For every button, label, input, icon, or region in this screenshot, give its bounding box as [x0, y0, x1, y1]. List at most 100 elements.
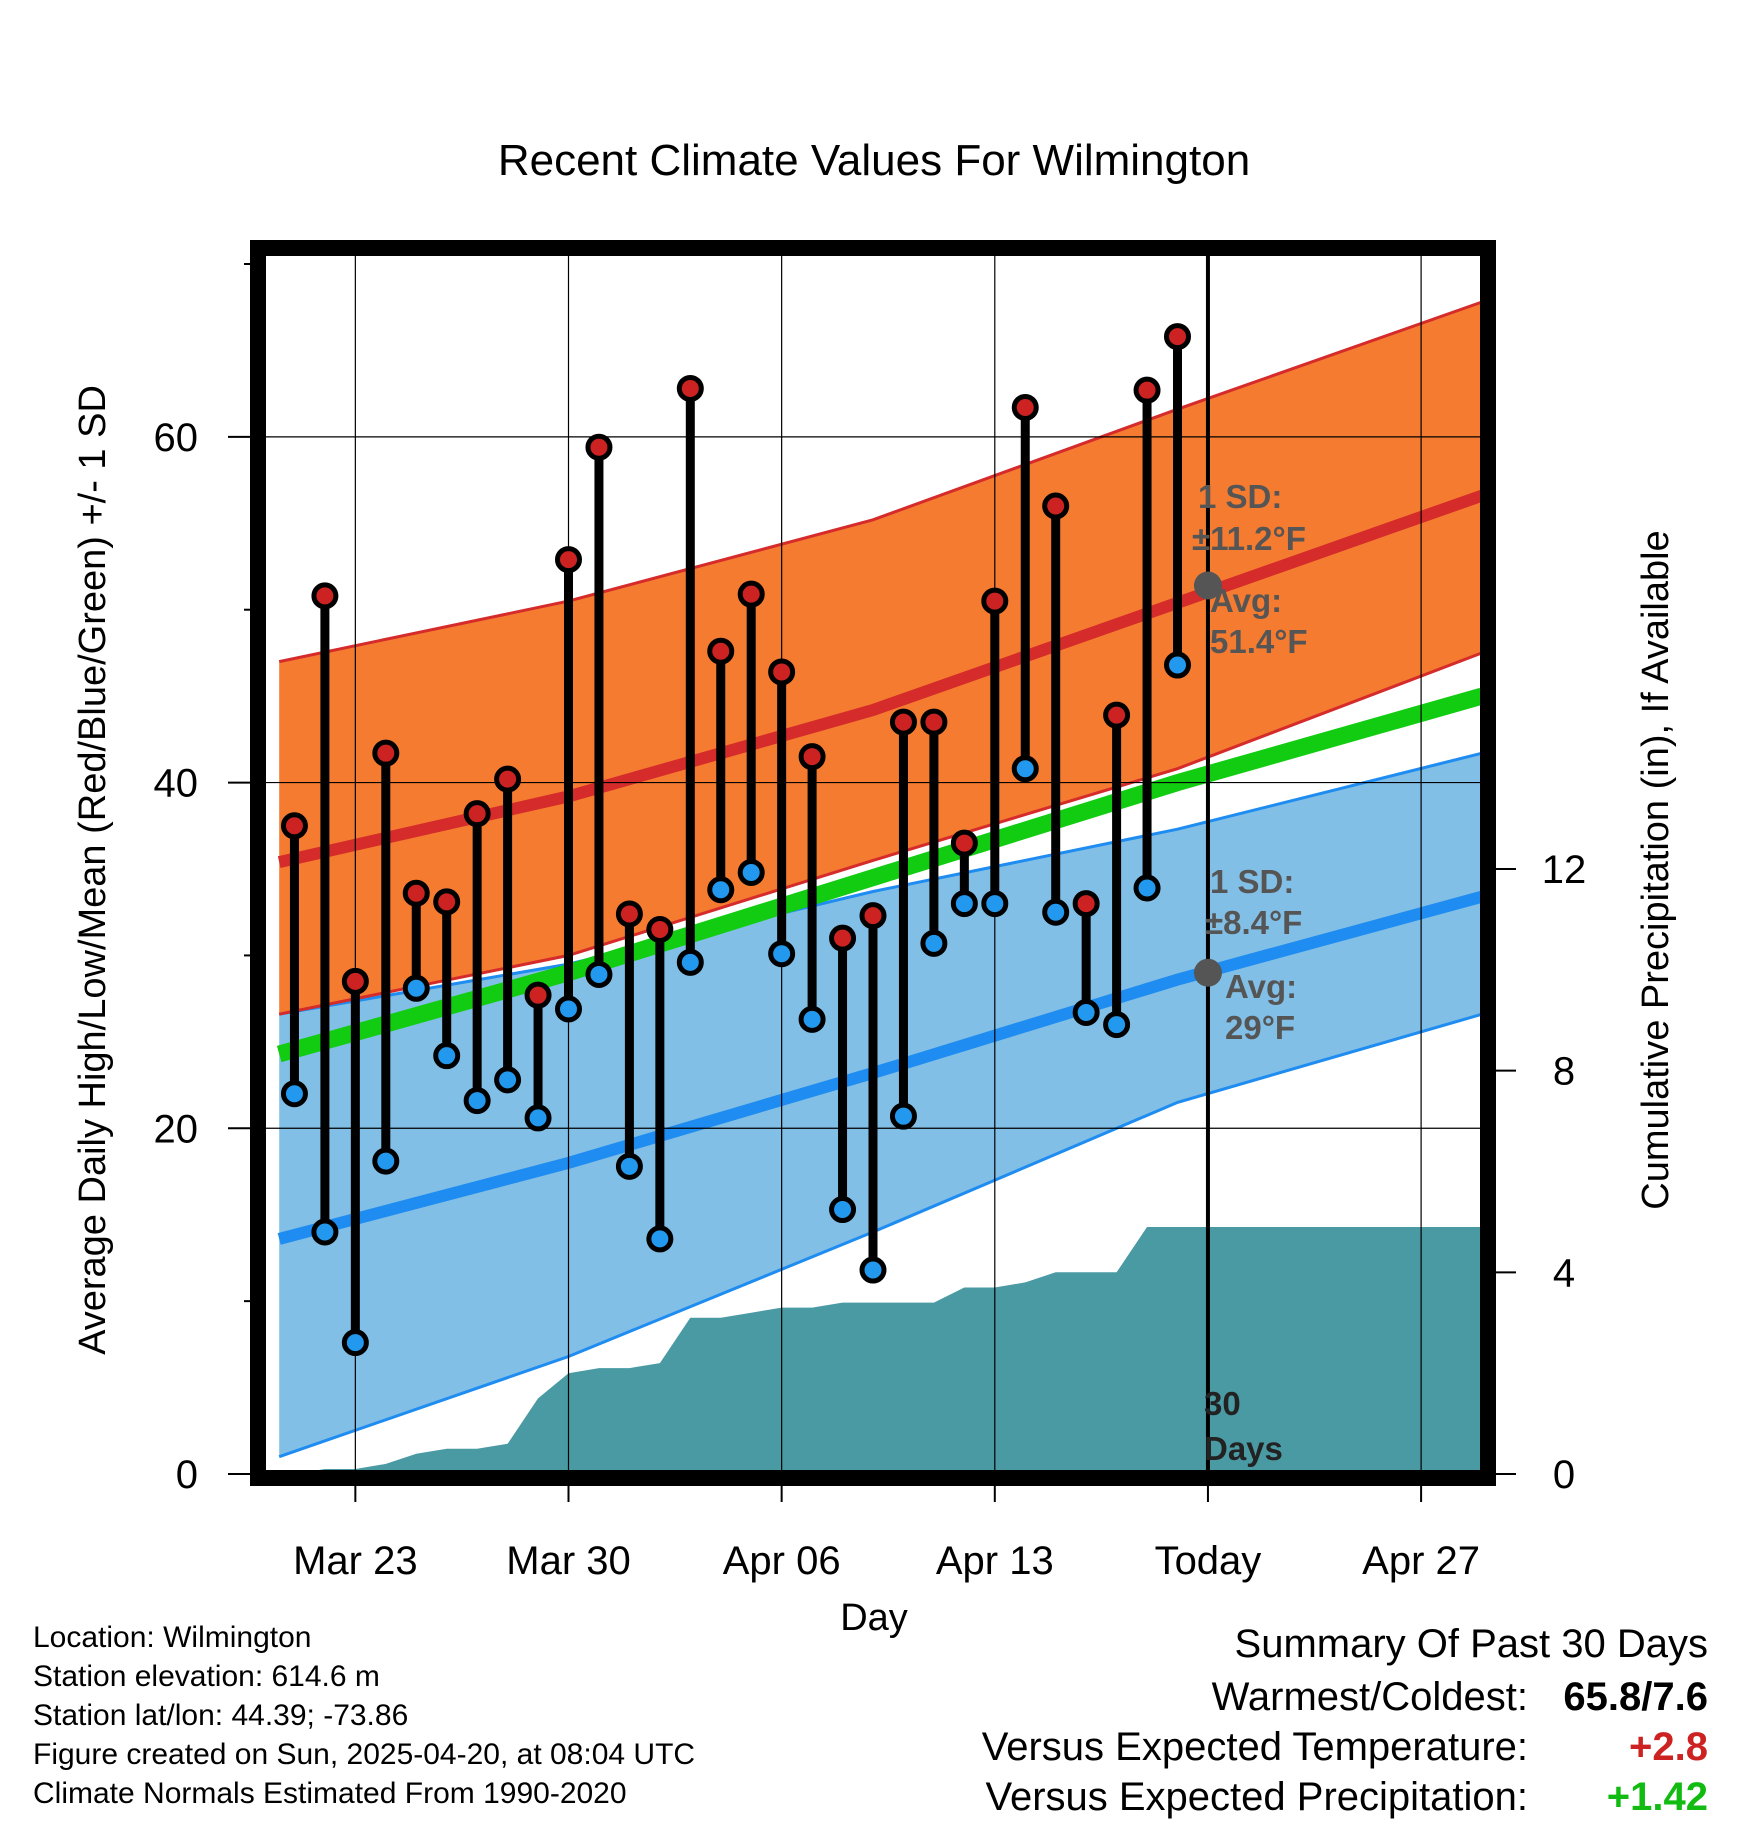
- x-tick-label: Apr 13: [936, 1539, 1054, 1583]
- high-avg-value: 51.4°F: [1210, 623, 1308, 660]
- daily-high-point: [646, 916, 674, 943]
- daily-low-point: [402, 974, 430, 1002]
- daily-high-point: [402, 879, 430, 907]
- daily-high-point: [1103, 701, 1131, 729]
- daily-high-point: [1133, 376, 1161, 404]
- x-tick-label: Apr 06: [723, 1539, 841, 1583]
- daily-high-point: [859, 902, 887, 930]
- high-avg-marker: [1193, 571, 1222, 600]
- temp-label: Versus Expected Temperature:: [981, 1725, 1528, 1769]
- daily-low-point: [737, 858, 765, 886]
- daily-high-point: [1011, 393, 1039, 421]
- daily-low-point: [372, 1147, 400, 1175]
- daily-low-point: [585, 960, 613, 988]
- x-tick-label: Apr 27: [1362, 1539, 1480, 1583]
- daily-high-point: [615, 900, 643, 928]
- summary-precipitation: Versus Expected Precipitation: +1.42: [985, 1777, 1708, 1817]
- y2-axis-label: Cumulative Precipitation (in), If Availa…: [1635, 530, 1677, 1209]
- daily-high-point: [463, 800, 491, 828]
- daily-low-point: [889, 1102, 917, 1130]
- plot-frame: [250, 240, 1496, 1486]
- daily-low-point: [555, 995, 582, 1023]
- daily-high-point: [311, 582, 339, 610]
- chart-title: Recent Climate Values For Wilmington: [498, 136, 1250, 185]
- daily-low-point: [920, 929, 948, 957]
- y2-tick-label: 4: [1553, 1251, 1575, 1295]
- normal-mean-line: [276, 687, 1485, 1063]
- daily-low-point: [1011, 755, 1039, 783]
- daily-low-point: [341, 1329, 369, 1357]
- daily-high-point: [829, 924, 857, 952]
- daily-high-point: [920, 708, 948, 736]
- daily-low-point: [1072, 998, 1100, 1026]
- high-band-upper-edge: [278, 300, 1483, 664]
- daily-high-point: [768, 658, 796, 686]
- daily-high-point: [280, 812, 308, 840]
- daily-high-point: [494, 765, 522, 793]
- low-sd-band: [279, 753, 1483, 1457]
- y2-tick-label: 0: [1553, 1453, 1575, 1497]
- precip-label: Versus Expected Precipitation:: [985, 1775, 1528, 1819]
- daily-low-point: [280, 1080, 308, 1108]
- y2-tick-label: 8: [1553, 1050, 1575, 1094]
- summary-warm-cold: Warmest/Coldest: 65.8/7.6: [1212, 1677, 1708, 1717]
- daily-high-point: [433, 888, 461, 916]
- low-sd-label: 1 SD:: [1210, 863, 1294, 900]
- low-avg-label: Avg:: [1225, 968, 1297, 1005]
- daily-low-point: [798, 1005, 826, 1033]
- daily-low-point: [524, 1104, 552, 1132]
- today-days-label: Days: [1204, 1430, 1283, 1467]
- low-avg-marker: [1193, 958, 1222, 987]
- daily-high-point: [676, 374, 704, 402]
- daily-low-point: [981, 890, 1009, 918]
- daily-high-point: [737, 580, 765, 608]
- daily-high-point: [1072, 890, 1100, 918]
- daily-high-point: [555, 546, 582, 574]
- daily-low-point: [950, 890, 978, 918]
- daily-low-point: [1133, 874, 1161, 902]
- y2-tick-label: 12: [1542, 848, 1587, 892]
- low-sd-value: ±8.4°F: [1205, 904, 1302, 941]
- footer-location: Location: Wilmington: [33, 1621, 312, 1654]
- daily-low-point: [1042, 898, 1070, 926]
- daily-high-point: [524, 981, 552, 1009]
- daily-low-point: [615, 1152, 643, 1180]
- daily-low-point: [859, 1256, 887, 1284]
- daily-high-point: [707, 637, 735, 665]
- y-tick-label: 0: [176, 1453, 198, 1497]
- y-tick-label: 60: [154, 416, 199, 460]
- y-tick-label: 20: [154, 1107, 199, 1151]
- temp-value: +2.8: [1629, 1725, 1708, 1769]
- footer-created: Figure created on Sun, 2025-04-20, at 08…: [33, 1738, 696, 1771]
- daily-high-point: [950, 829, 978, 857]
- daily-low-point: [676, 948, 704, 976]
- daily-low-point: [311, 1218, 339, 1246]
- daily-low-point: [829, 1196, 857, 1224]
- daily-high-point: [889, 708, 917, 736]
- daily-high-point: [585, 433, 613, 461]
- footer-elevation: Station elevation: 614.6 m: [33, 1660, 380, 1693]
- x-tick-label: Mar 23: [293, 1539, 418, 1583]
- daily-high-point: [341, 967, 369, 995]
- y-axis-label: Average Daily High/Low/Mean (Red/Blue/Gr…: [72, 385, 114, 1355]
- summary-title: Summary Of Past 30 Days: [1234, 1622, 1708, 1666]
- x-tick-label: Mar 30: [506, 1539, 631, 1583]
- x-axis-label: Day: [840, 1597, 908, 1639]
- daily-high-point: [1042, 492, 1070, 520]
- daily-low-point: [646, 1225, 674, 1253]
- high-band-lower-edge: [278, 651, 1483, 1016]
- daily-low-point: [433, 1042, 461, 1070]
- daily-low-point: [1164, 651, 1191, 679]
- low-band-upper-edge: [278, 751, 1483, 1016]
- footer-latlon: Station lat/lon: 44.39; -73.86: [33, 1699, 409, 1732]
- daily-high-point: [981, 587, 1009, 615]
- daily-low-point: [463, 1087, 491, 1115]
- warm-cold-value: 65.8/7.6: [1563, 1675, 1708, 1719]
- summary-temperature: Versus Expected Temperature: +2.8: [982, 1727, 1708, 1767]
- daily-low-point: [768, 940, 796, 968]
- daily-low-point: [1103, 1011, 1131, 1039]
- plot-area: 1 SD: ±11.2°F Avg: 51.4°F 1 SD: ±8.4°F Avg: 29°…: [154, 240, 1587, 1583]
- daily-low-point: [707, 876, 735, 904]
- footer-normals: Climate Normals Estimated From 1990-2020: [33, 1777, 627, 1810]
